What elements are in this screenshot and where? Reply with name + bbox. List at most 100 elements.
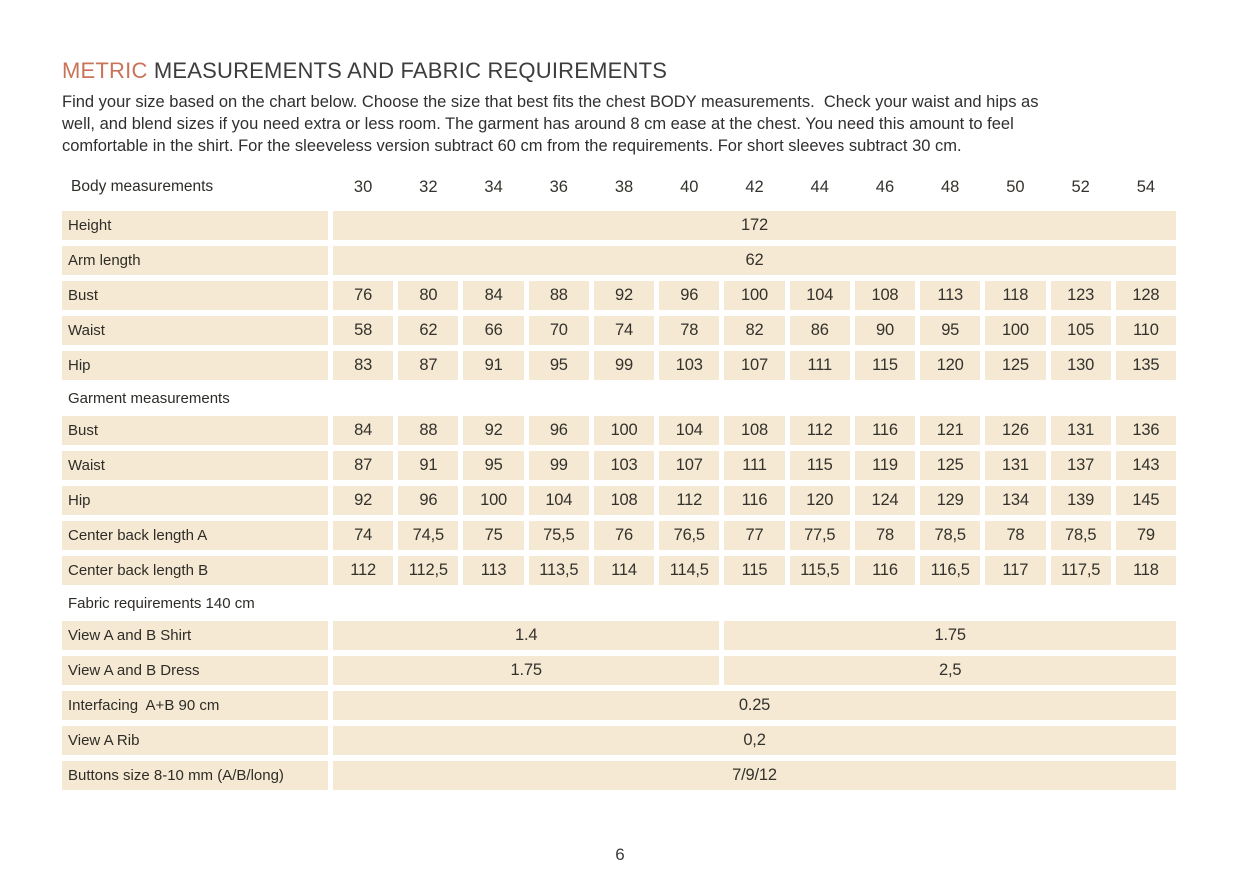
- value-cell: 115,5: [789, 556, 850, 585]
- value-cell: 104: [528, 486, 589, 515]
- value-span-cell: 62: [333, 246, 1176, 275]
- value-cell: 58: [333, 316, 394, 345]
- value-cell: 96: [528, 416, 589, 445]
- value-cell: 66: [463, 316, 524, 345]
- value-cell: 74,5: [398, 521, 459, 550]
- row-label: View A and B Shirt: [62, 621, 328, 650]
- table-header-row: Body measurements 30 32 34 36 38 40 42 44 46 48 50 5…: [62, 172, 1176, 202]
- row-label: View A and B Dress: [62, 656, 328, 685]
- value-span-cell: 172: [333, 211, 1176, 240]
- value-cell: 111: [724, 451, 785, 480]
- table-row: Height 172: [62, 211, 1176, 240]
- page-title-rest: MEASUREMENTS AND FABRIC REQUIREMENTS: [147, 58, 668, 83]
- value-cell: 96: [659, 281, 720, 310]
- value-cell: 92: [333, 486, 394, 515]
- value-cell: 83: [333, 351, 394, 380]
- value-cell: 103: [659, 351, 720, 380]
- value-cell: 105: [1050, 316, 1111, 345]
- value-cell: 82: [724, 316, 785, 345]
- value-cell: 92: [593, 281, 655, 310]
- value-cell: 75: [463, 521, 524, 550]
- value-cell: 131: [1050, 416, 1111, 445]
- value-cell: 104: [659, 416, 720, 445]
- value-cell: 113: [463, 556, 524, 585]
- value-cell: 75,5: [528, 521, 589, 550]
- value-span-cell: 0.25: [333, 691, 1176, 720]
- value-cell: 130: [1050, 351, 1111, 380]
- value-cell: 78: [659, 316, 720, 345]
- value-cell: 76: [593, 521, 655, 550]
- table-row: View A and B Dress 1.75 2,5: [62, 656, 1176, 685]
- value-cell: 84: [463, 281, 524, 310]
- size-column-header: 38: [614, 177, 634, 196]
- value-cell: 91: [398, 451, 459, 480]
- table-row: Waist 87 91 95 99 103 107 111 115 119 125 131 137 143: [62, 451, 1176, 480]
- section-label: Fabric requirements 140 cm: [68, 595, 255, 612]
- value-cell: 76,5: [659, 521, 720, 550]
- row-label: Bust: [62, 281, 328, 310]
- table-row: Center back length A 74 74,5 75 75,5 76 76,5 77…: [62, 521, 1176, 550]
- value-cell: 95: [920, 316, 981, 345]
- table-header-label: Body measurements: [71, 178, 214, 195]
- value-cell: 86: [789, 316, 850, 345]
- value-cell: 114,5: [659, 556, 720, 585]
- value-cell: 120: [920, 351, 981, 380]
- value-cell: 88: [398, 416, 459, 445]
- value-cell: 125: [920, 451, 981, 480]
- table-section-row: Garment measurements: [62, 386, 1176, 411]
- size-column-header: 32: [419, 177, 438, 196]
- row-label: Bust: [62, 416, 328, 445]
- value-cell: 119: [854, 451, 916, 480]
- value-cell: 145: [1115, 486, 1176, 515]
- value-span-left-cell: 1.4: [333, 621, 720, 650]
- table-row: Bust 76 80 84 88 92 96 100 104 108 113 118 123 128: [62, 281, 1176, 310]
- table-row: Buttons size 8-10 mm (A/B/long) 7/9/12: [62, 761, 1176, 790]
- table-row: Hip 83 87 91 95 99 103 107 111 115 120 125 130 135: [62, 351, 1176, 380]
- value-cell: 100: [463, 486, 524, 515]
- value-cell: 123: [1050, 281, 1111, 310]
- value-cell: 126: [985, 416, 1046, 445]
- value-cell: 124: [854, 486, 916, 515]
- row-label: Waist: [62, 451, 328, 480]
- value-cell: 115: [789, 451, 850, 480]
- value-cell: 116,5: [920, 556, 981, 585]
- table-row: View A Rib 0,2: [62, 726, 1176, 755]
- row-label: Buttons size 8-10 mm (A/B/long): [62, 761, 328, 790]
- intro-line: well, and blend sizes if you need extra …: [62, 115, 1014, 133]
- page-number: 6: [615, 845, 625, 864]
- page-content: METRIC MEASUREMENTS AND FABRIC REQUIREME…: [62, 58, 1176, 796]
- value-cell: 115: [724, 556, 785, 585]
- value-cell: 78,5: [920, 521, 981, 550]
- size-column-header: 52: [1071, 177, 1090, 196]
- row-label: Center back length A: [62, 521, 328, 550]
- value-span-right-cell: 1.75: [724, 621, 1176, 650]
- size-column-header: 34: [484, 177, 503, 196]
- section-label: Garment measurements: [68, 390, 230, 407]
- row-label: View A Rib: [62, 726, 328, 755]
- value-cell: 108: [724, 416, 785, 445]
- size-column-header: 30: [353, 177, 373, 196]
- value-cell: 77: [724, 521, 785, 550]
- value-cell: 113: [920, 281, 981, 310]
- value-cell: 143: [1115, 451, 1176, 480]
- value-cell: 114: [593, 556, 655, 585]
- value-cell: 91: [463, 351, 524, 380]
- row-label: Arm length: [62, 246, 328, 275]
- value-cell: 100: [985, 316, 1046, 345]
- value-cell: 95: [528, 351, 589, 380]
- page-title: METRIC MEASUREMENTS AND FABRIC REQUIREME…: [62, 58, 1176, 84]
- intro-line: comfortable in the shirt. For the sleeve…: [62, 137, 962, 155]
- row-label: Interfacing A+B 90 cm: [62, 691, 328, 720]
- value-cell: 88: [528, 281, 589, 310]
- value-cell: 76: [333, 281, 394, 310]
- value-cell: 117: [985, 556, 1046, 585]
- value-cell: 107: [724, 351, 785, 380]
- value-cell: 107: [659, 451, 720, 480]
- row-label: Center back length B: [62, 556, 328, 585]
- value-cell: 129: [920, 486, 981, 515]
- value-cell: 134: [985, 486, 1046, 515]
- size-column-header: 42: [745, 177, 764, 196]
- value-cell: 104: [789, 281, 850, 310]
- value-cell: 99: [593, 351, 655, 380]
- value-cell: 78,5: [1050, 521, 1111, 550]
